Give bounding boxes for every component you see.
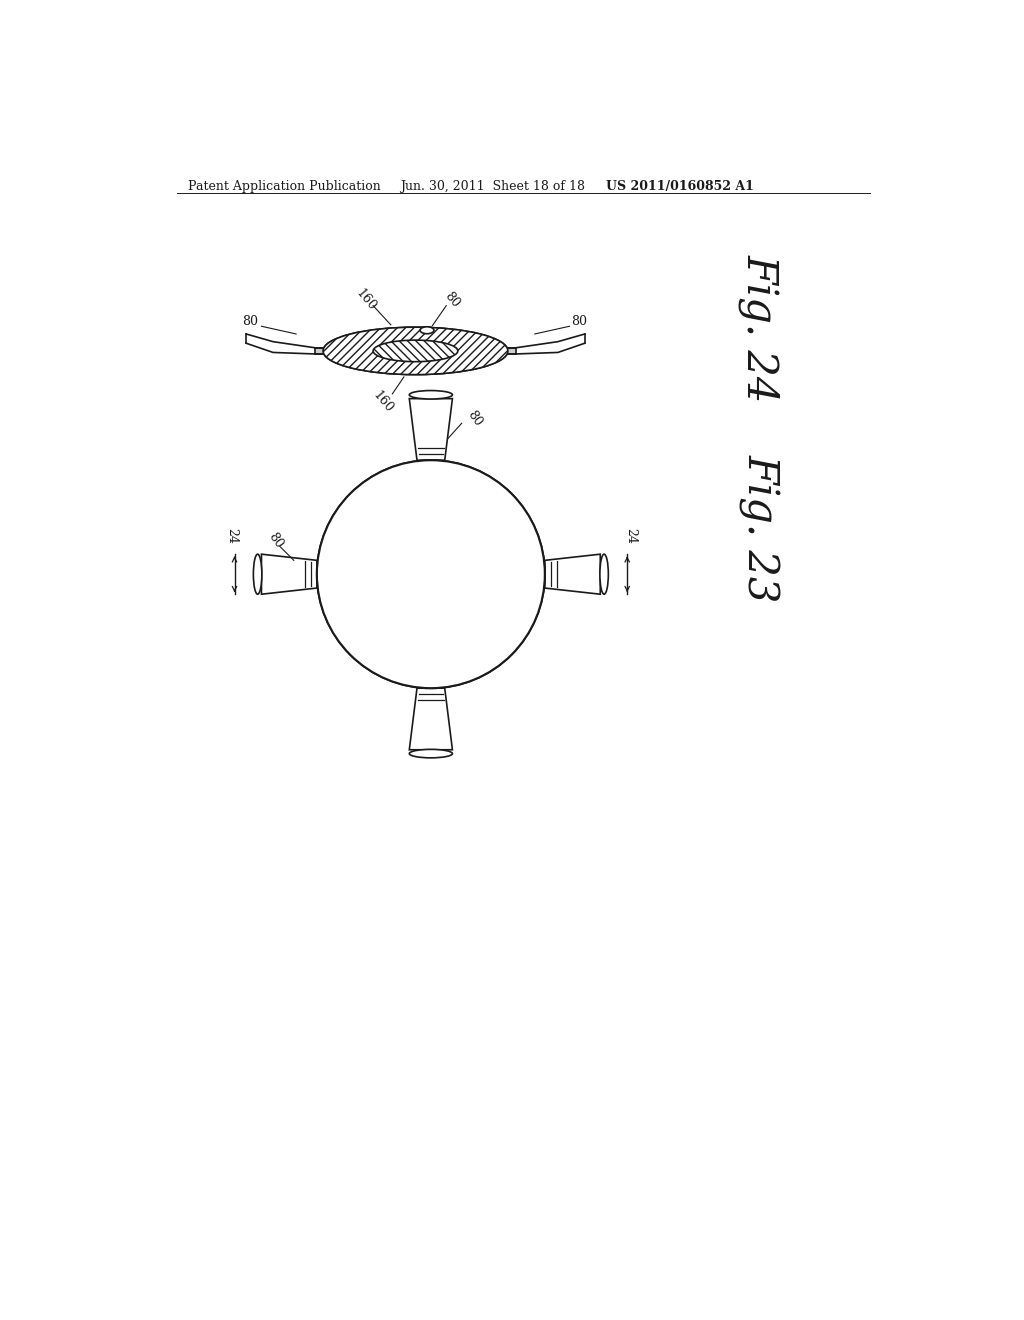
Polygon shape [410,399,453,461]
Text: Fig. 23: Fig. 23 [739,454,781,602]
Text: Fig. 24: Fig. 24 [739,253,781,403]
Text: Patent Application Publication: Patent Application Publication [188,180,381,193]
Text: 80: 80 [265,531,286,550]
Ellipse shape [323,327,508,375]
FancyBboxPatch shape [315,348,515,354]
Ellipse shape [316,461,545,688]
Ellipse shape [316,461,545,688]
Ellipse shape [323,327,508,375]
Text: Jun. 30, 2011  Sheet 18 of 18: Jun. 30, 2011 Sheet 18 of 18 [400,180,585,193]
Ellipse shape [373,341,458,362]
Ellipse shape [253,554,262,594]
Text: 160: 160 [371,388,396,414]
Text: 24: 24 [225,528,238,544]
Text: 80: 80 [442,290,463,310]
Ellipse shape [410,750,453,758]
Text: 160: 160 [352,286,378,313]
Text: 80: 80 [242,315,258,329]
Ellipse shape [410,391,453,399]
Text: 80: 80 [465,408,484,429]
Polygon shape [261,554,316,594]
Ellipse shape [600,554,608,594]
Ellipse shape [420,327,434,334]
Text: US 2011/0160852 A1: US 2011/0160852 A1 [606,180,755,193]
Ellipse shape [373,341,458,362]
Polygon shape [410,688,453,750]
Text: 80: 80 [570,315,587,329]
Text: 24: 24 [624,528,637,544]
Polygon shape [545,554,600,594]
Ellipse shape [420,327,434,334]
